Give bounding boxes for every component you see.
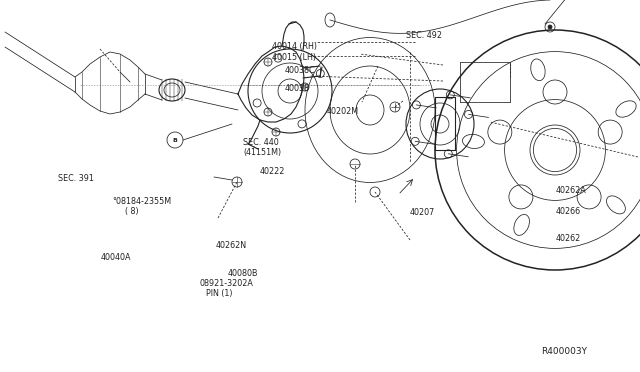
Text: SEC. 391: SEC. 391 xyxy=(58,174,93,183)
Text: 40080B: 40080B xyxy=(227,269,258,278)
Text: 40262A: 40262A xyxy=(556,186,586,195)
Text: SEC. 440: SEC. 440 xyxy=(243,138,279,147)
Text: R400003Y: R400003Y xyxy=(541,347,587,356)
Text: 40262: 40262 xyxy=(556,234,580,243)
Text: SEC. 492: SEC. 492 xyxy=(406,31,442,40)
Text: B: B xyxy=(173,138,177,142)
Text: 40222: 40222 xyxy=(259,167,285,176)
Text: 40266: 40266 xyxy=(556,207,580,216)
Circle shape xyxy=(548,25,552,29)
Text: 40262N: 40262N xyxy=(216,241,247,250)
Text: 40038C: 40038C xyxy=(285,66,316,75)
Text: 40015 (LH): 40015 (LH) xyxy=(272,53,316,62)
Text: (41151M): (41151M) xyxy=(243,148,282,157)
Text: 40014 (RH): 40014 (RH) xyxy=(272,42,317,51)
Text: 40207: 40207 xyxy=(410,208,435,217)
Text: 40038: 40038 xyxy=(285,84,310,93)
Text: 08921-3202A: 08921-3202A xyxy=(200,279,253,288)
Text: ( 8): ( 8) xyxy=(125,207,138,216)
Text: 40040A: 40040A xyxy=(101,253,132,262)
Text: PIN (1): PIN (1) xyxy=(206,289,232,298)
Text: 40202M: 40202M xyxy=(326,107,358,116)
Text: °08184-2355M: °08184-2355M xyxy=(112,197,171,206)
